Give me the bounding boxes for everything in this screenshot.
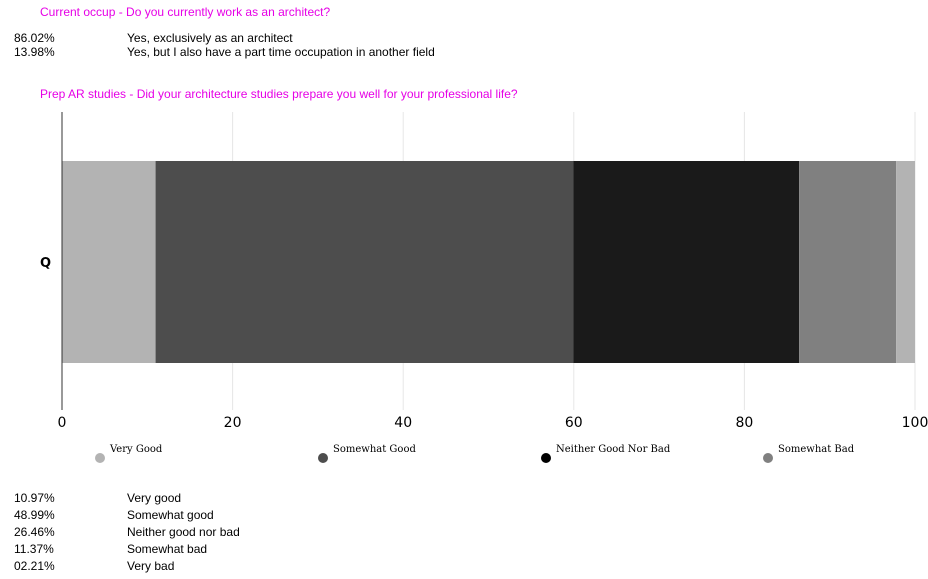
bar-segment	[799, 161, 897, 363]
question2-title: Prep AR studies - Did your architecture …	[40, 87, 518, 101]
bar-segment	[62, 161, 156, 363]
question1-row-label: Yes, but I also have a part time occupat…	[127, 45, 435, 59]
legend-marker	[541, 453, 551, 463]
x-tick-label: 20	[224, 415, 242, 431]
x-tick-label: 0	[58, 415, 67, 431]
question1-row-label: Yes, exclusively as an architect	[127, 31, 293, 45]
question2-row-label: Very good	[127, 491, 182, 505]
legend-label: Somewhat Good	[333, 444, 416, 455]
question2-row-percent: 11.37%	[14, 542, 54, 556]
question2-row-label: Somewhat bad	[127, 542, 208, 556]
category-label: Q	[40, 256, 51, 271]
question2-row-percent: 48.99%	[14, 508, 55, 522]
bar-segment	[573, 161, 800, 363]
question2-row-label: Very bad	[127, 559, 175, 573]
question2-row-percent: 26.46%	[14, 525, 55, 539]
question2-row-label: Somewhat good	[127, 508, 214, 522]
legend-marker	[95, 453, 105, 463]
question2-row-percent: 10.97%	[14, 491, 55, 505]
legend-label: Neither Good Nor Bad	[556, 444, 671, 455]
question1-row-percent: 13.98%	[14, 45, 55, 59]
legend-marker	[763, 453, 773, 463]
x-tick-label: 60	[565, 415, 583, 431]
question2-row-percent: 02.21%	[14, 559, 55, 573]
bar-segment	[896, 161, 915, 363]
x-tick-label: 80	[735, 415, 753, 431]
legend-marker	[318, 453, 328, 463]
x-tick-label: 100	[902, 415, 928, 431]
question1-row-percent: 86.02%	[14, 31, 55, 45]
bar-layer	[62, 161, 915, 363]
legend: Very Good Somewhat Good Neither Good Nor B…	[95, 444, 855, 463]
x-tick-label: 40	[394, 415, 412, 431]
question1-title: Current occup - Do you currently work as…	[40, 5, 331, 19]
bar-segment	[155, 161, 574, 363]
stacked-bar-chart: 0 20 40 60 80 100 Q Very Good Somewhat Good Nei…	[40, 112, 928, 463]
legend-label: Somewhat Bad	[778, 444, 855, 455]
legend-label: Very Good	[109, 444, 163, 455]
tick-label-layer: 0 20 40 60 80 100	[58, 415, 928, 431]
question2-row-label: Neither good nor bad	[127, 525, 240, 539]
